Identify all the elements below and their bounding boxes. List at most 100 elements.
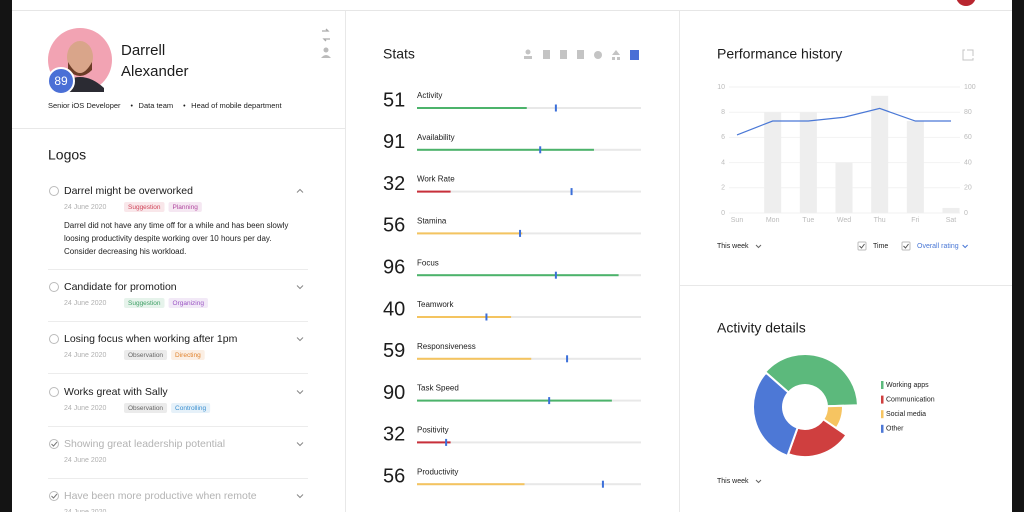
stat-value: 56 [383, 465, 405, 487]
legend-entry: Other [886, 426, 904, 433]
logo-date: 24 June 2020 [64, 509, 107, 512]
x-tick-label: Sun [731, 217, 744, 224]
bar [764, 112, 782, 213]
y-tick-label: 10 [717, 84, 725, 91]
switch-icon[interactable] [322, 28, 330, 42]
tag-bg [124, 298, 165, 308]
last-name: Alexander [121, 63, 189, 80]
stat-bar [417, 232, 523, 235]
bar [906, 121, 924, 213]
profile-icon[interactable] [321, 55, 331, 58]
stat-label: Availability [417, 133, 455, 142]
stat-marker [548, 397, 551, 405]
profile-icon[interactable] [323, 47, 329, 53]
checkbox[interactable] [49, 439, 59, 449]
check [903, 243, 909, 249]
logo-title: Candidate for promotion [64, 281, 177, 293]
tag: Suggestion [128, 300, 161, 307]
stat-bar [417, 357, 532, 360]
expand-icon[interactable] [962, 49, 974, 61]
tag: Directing [175, 352, 201, 359]
bar [942, 207, 960, 213]
legend-checkbox[interactable] [857, 241, 867, 251]
stat-track [417, 190, 641, 193]
chevron[interactable] [296, 494, 304, 499]
checkbox[interactable] [49, 491, 59, 501]
stat-marker [601, 480, 604, 488]
logo-title: Have been more productive when remote [64, 490, 257, 502]
chevron[interactable] [296, 442, 304, 447]
role: Data team [139, 101, 174, 110]
stat-track [417, 441, 641, 444]
checkbox[interactable] [49, 186, 59, 196]
x-tick-label: Wed [837, 217, 851, 224]
toolbar-icon-active[interactable] [630, 50, 639, 60]
stat-label: Focus [417, 258, 439, 267]
stat-track [417, 107, 641, 109]
check [51, 493, 58, 499]
tag-bg [168, 202, 202, 212]
stat-label: Productivity [417, 467, 458, 476]
legend-swatch [881, 381, 884, 389]
legend-entry: Social media [886, 411, 926, 418]
avatar-face [67, 41, 93, 73]
rating-line [736, 107, 952, 136]
x-tick-label: Mon [766, 217, 780, 224]
toolbar-icon[interactable] [524, 56, 532, 59]
chevron[interactable] [755, 244, 762, 249]
tag-bg [168, 298, 208, 308]
checkbox[interactable] [49, 282, 59, 292]
score: 89 [54, 74, 68, 88]
user-avatar[interactable] [956, 0, 976, 6]
legend-entry: Overall rating [917, 243, 959, 250]
toolbar-icon[interactable] [594, 51, 602, 59]
toolbar-icon[interactable] [612, 50, 620, 60]
chevron[interactable] [296, 188, 304, 193]
tag: Observation [128, 352, 163, 359]
toolbar-icon[interactable] [543, 50, 550, 59]
tag: Planning [173, 204, 199, 211]
checkbox[interactable] [49, 387, 59, 397]
stat-bar [417, 316, 512, 318]
logo-date: 24 June 2020 [64, 352, 107, 359]
stat-marker [566, 355, 569, 363]
y-tick-label: 8 [721, 109, 725, 116]
section-title: Logos [48, 147, 86, 163]
stat-bar [417, 274, 619, 277]
stat-value: 51 [383, 89, 405, 111]
tag-bg [171, 403, 211, 413]
stat-label: Activity [417, 91, 442, 100]
x-tick-label: Thu [874, 217, 886, 224]
chevron[interactable] [962, 244, 968, 249]
stat-bar [417, 190, 451, 193]
toolbar-icon[interactable] [577, 50, 584, 59]
stat-marker [554, 271, 557, 279]
stat-bar [417, 148, 594, 151]
toolbar-icon[interactable] [560, 50, 567, 59]
chevron[interactable] [296, 390, 304, 395]
stat-marker [485, 313, 488, 321]
chevron[interactable] [755, 479, 762, 484]
y2-tick-label: 40 [964, 159, 972, 166]
stat-bar [417, 107, 527, 109]
logo-date: 24 June 2020 [64, 457, 107, 464]
y2-tick-label: 0 [964, 210, 968, 217]
legend-checkbox[interactable] [901, 241, 911, 251]
stat-marker [570, 188, 573, 196]
legend-swatch [881, 410, 884, 419]
toolbar-icon[interactable] [525, 49, 531, 55]
separator-dot: • [183, 103, 186, 110]
stat-bar [417, 399, 612, 402]
logo-title: Showing great leadership potential [64, 438, 225, 450]
legend-swatch [881, 424, 884, 433]
stat-marker [519, 229, 522, 237]
donut-segment [763, 353, 860, 408]
stat-label: Work Rate [417, 175, 455, 184]
chevron[interactable] [296, 285, 304, 290]
stat-track [417, 483, 641, 486]
chevron[interactable] [296, 337, 304, 342]
checkbox[interactable] [49, 334, 59, 344]
stat-marker [539, 146, 542, 154]
